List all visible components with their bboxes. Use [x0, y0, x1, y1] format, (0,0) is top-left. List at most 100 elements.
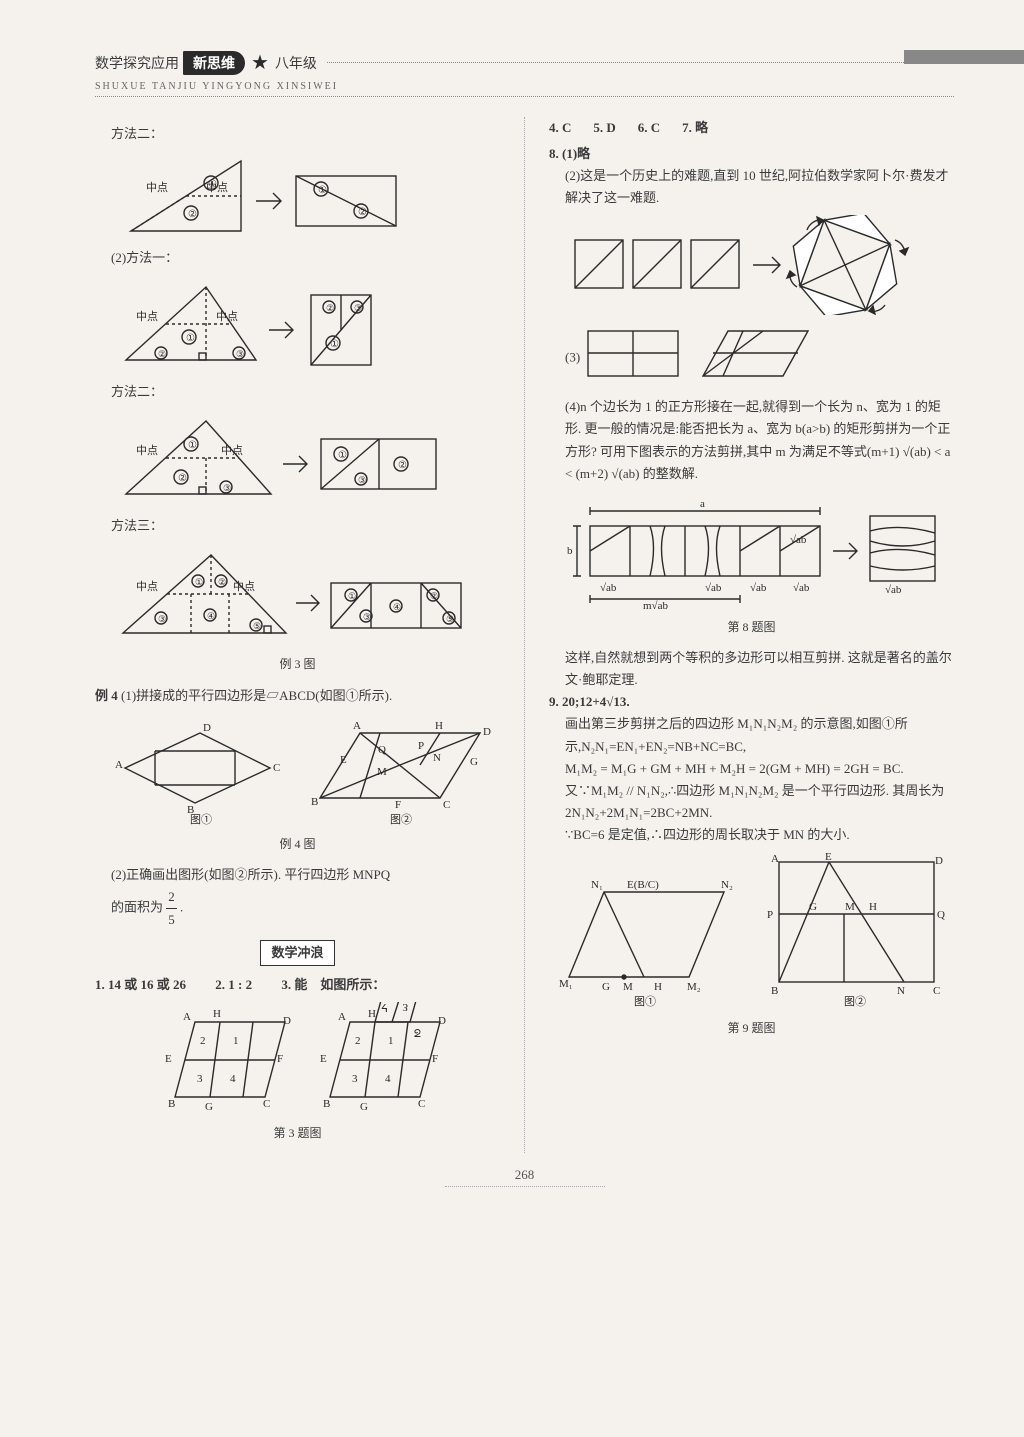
svg-text:Q: Q: [937, 909, 945, 921]
ex4-2-text: (2)正确画出图形(如图②所示). 平行四边形 MNPQ: [95, 864, 500, 886]
svg-text:G: G: [360, 1101, 368, 1113]
fig-method2b: 中点 中点 ① ② ③ ① ② ③: [95, 409, 500, 509]
svg-text:M: M: [845, 901, 855, 913]
svg-text:G: G: [470, 756, 478, 768]
svg-text:M: M: [377, 766, 387, 778]
svg-text:G: G: [809, 901, 817, 913]
svg-text:A: A: [353, 720, 361, 732]
svg-text:N: N: [897, 985, 905, 997]
ex4-2b-text: 的面积为 25 .: [95, 886, 500, 931]
a9-p3: 又∵M₁M₂ // N₁N₂,∴四边形 M₁N₁N₂M₂ 是一个平行四边形. 其…: [549, 780, 954, 824]
svg-text:P: P: [418, 740, 424, 752]
svg-text:M: M: [623, 981, 633, 993]
svg-text:D: D: [935, 855, 943, 867]
svg-text:①: ①: [318, 185, 327, 196]
svg-text:②: ②: [398, 460, 407, 471]
svg-text:②: ②: [430, 591, 438, 601]
a9-head: 9. 20;12+4√13.: [549, 691, 954, 713]
svg-text:B: B: [311, 796, 318, 808]
svg-text:②: ②: [358, 207, 367, 218]
svg-text:③: ③: [363, 612, 371, 622]
svg-text:M₁: M₁: [559, 978, 573, 990]
svg-text:中点: 中点: [146, 181, 168, 194]
method-3-label: 方法三：: [95, 515, 500, 537]
triangle-to-rect-3: 中点 中点 ① ② ③ ① ② ③: [111, 409, 451, 509]
svg-text:C: C: [263, 1098, 270, 1110]
svg-text:E: E: [320, 1053, 327, 1065]
svg-text:ᔭ: ᔭ: [381, 1002, 388, 1013]
svg-text:m√ab: m√ab: [643, 600, 668, 611]
answers-4-7: 4. C 5. D 6. C 7. 略: [549, 117, 954, 139]
svg-text:F: F: [432, 1053, 438, 1065]
svg-text:①: ①: [195, 577, 203, 587]
svg-text:3: 3: [197, 1073, 203, 1085]
svg-text:B: B: [323, 1098, 330, 1110]
left-column: 方法二： 中点 中点 ① ②: [95, 117, 500, 1153]
svg-text:Q: Q: [378, 744, 386, 756]
a8-end: 这样,自然就想到两个等积的多边形可以相互剪拼. 这就是著名的盖尔文·鲍耶定理.: [549, 647, 954, 691]
svg-text:图①: 图①: [190, 813, 212, 826]
header-title-2: 八年级: [275, 53, 317, 73]
fig3-caption: 例 3 图: [95, 654, 500, 674]
method-2b-label: 方法二：: [95, 381, 500, 403]
svg-text:H: H: [869, 901, 877, 913]
header-pinyin: SHUXUE TANJIU YINGYONG XINSIWEI: [95, 81, 954, 92]
svg-text:√ab: √ab: [793, 582, 810, 594]
rect-dissection: a b √ab √ab √ab √ab √ab m√ab √ab: [565, 491, 945, 611]
a8-1: 8. (1)略: [549, 143, 954, 165]
svg-text:H: H: [368, 1008, 376, 1020]
fig-method3: 中点 中点 ① ② ③ ④ ⑤ ①: [95, 543, 500, 648]
svg-text:G: G: [602, 981, 610, 993]
a9-p4: ∵BC=6 是定值,∴四边形的周长取决于 MN 的大小.: [549, 824, 954, 846]
svg-text:√ab: √ab: [790, 534, 807, 546]
svg-text:√ab: √ab: [600, 582, 617, 594]
fig-9: M₁ G M H M₂ N₁ E(B/C) N₂ 图①: [549, 852, 954, 1012]
a9-p1: 画出第三步剪拼之后的四边形 M₁N₁N₂M₂ 的示意图,如图①所示,N₂N₁=E…: [549, 713, 954, 757]
svg-text:①: ①: [186, 333, 195, 344]
header-divider: [95, 96, 954, 97]
ex4-line: 例 4 (1)拼接成的平行四边形是▱ABCD(如图①所示).: [95, 685, 500, 707]
svg-text:C: C: [418, 1098, 425, 1110]
svg-text:④: ④: [393, 602, 401, 612]
a4: 4. C: [549, 117, 571, 139]
svg-text:②: ②: [178, 473, 187, 484]
a1: 1. 14 或 16 或 26: [95, 977, 186, 992]
svg-text:√ab: √ab: [885, 584, 902, 596]
surf-title-wrap: 数学冲浪: [95, 932, 500, 974]
svg-text:③: ③: [354, 303, 362, 313]
svg-text:H: H: [213, 1008, 221, 1020]
svg-text:②: ②: [218, 577, 226, 587]
parallelogram-figs: A D C B 图① B A H D: [95, 713, 495, 828]
svg-text:②: ②: [188, 209, 197, 220]
svg-text:F: F: [277, 1053, 283, 1065]
svg-text:C: C: [273, 762, 280, 774]
a8-3-label: (3): [565, 350, 580, 365]
surf-title: 数学冲浪: [260, 940, 334, 966]
svg-text:a: a: [700, 498, 705, 510]
a7: 7. 略: [682, 117, 708, 139]
svg-text:①: ①: [348, 591, 356, 601]
header-dots: [327, 62, 954, 63]
q9-figures: M₁ G M H M₂ N₁ E(B/C) N₂ 图①: [549, 852, 949, 1012]
fig-8-3: [583, 321, 813, 396]
svg-text:√ab: √ab: [750, 582, 767, 594]
svg-text:④: ④: [207, 611, 215, 621]
fig-ex4: A D C B 图① B A H D: [95, 713, 500, 828]
fig-method2a: 中点 中点 ① ② ① ②: [95, 151, 500, 241]
fig-8-4: a b √ab √ab √ab √ab √ab m√ab √ab: [549, 491, 954, 611]
ex4-label: 例 4: [95, 688, 118, 703]
svg-text:D: D: [283, 1015, 291, 1027]
svg-text:中点: 中点: [136, 444, 158, 457]
svg-text:图②: 图②: [844, 995, 866, 1008]
a8-2: (2)这是一个历史上的难题,直到 10 世纪,阿拉伯数学家阿卜尔·费发才解决了这…: [549, 165, 954, 209]
page-container: 数学探究应用 新思维 ★ 八年级 SHUXUE TANJIU YINGYONG …: [0, 0, 1024, 1227]
svg-text:①: ①: [338, 450, 347, 461]
svg-text:①: ①: [188, 440, 197, 451]
header-title-1: 数学探究应用: [95, 53, 179, 73]
svg-text:③: ③: [358, 475, 366, 485]
svg-text:1: 1: [233, 1035, 239, 1047]
a9-p2: M₁M₂ = M₁G + GM + MH + M₂H = 2(GM + MH) …: [549, 758, 954, 780]
svg-text:B: B: [168, 1098, 175, 1110]
svg-text:③: ③: [158, 614, 166, 624]
svg-text:E: E: [165, 1053, 172, 1065]
